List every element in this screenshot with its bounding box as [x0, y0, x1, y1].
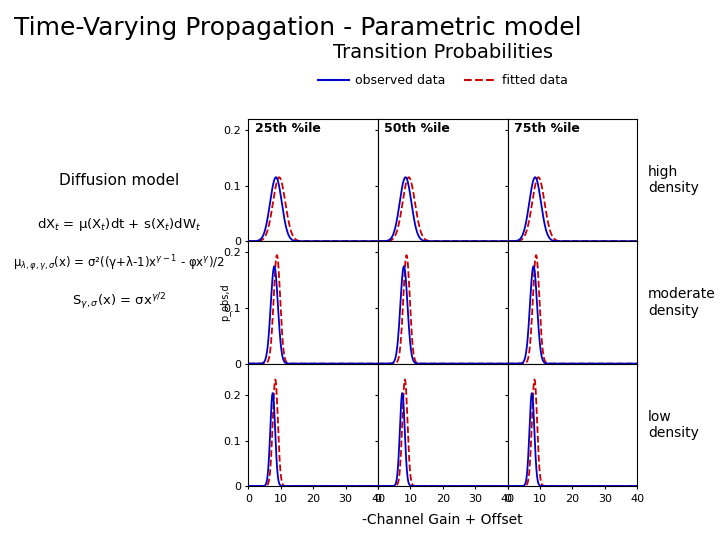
Text: -Channel Gain + Offset: -Channel Gain + Offset [362, 512, 523, 526]
Text: Time-Varying Propagation - Parametric model: Time-Varying Propagation - Parametric mo… [14, 16, 582, 40]
Text: low
density: low density [648, 410, 699, 440]
Legend: observed data, fitted data: observed data, fitted data [312, 70, 573, 92]
Text: high
density: high density [648, 165, 699, 195]
Text: moderate
density: moderate density [648, 287, 716, 318]
Text: p_obs,d: p_obs,d [220, 284, 230, 321]
Text: Diffusion model: Diffusion model [58, 173, 179, 188]
Text: Transition Probabilities: Transition Probabilities [333, 43, 553, 62]
Text: 50th %ile: 50th %ile [384, 123, 450, 136]
Text: S$_{\gamma,\sigma}$(x) = σx$^{\gamma/2}$: S$_{\gamma,\sigma}$(x) = σx$^{\gamma/2}$ [72, 292, 166, 312]
Text: dX$_t$ = μ(X$_t$)dt + s(X$_t$)dW$_t$: dX$_t$ = μ(X$_t$)dt + s(X$_t$)dW$_t$ [37, 216, 201, 233]
Text: 25th %ile: 25th %ile [255, 123, 320, 136]
Text: μ$_{\lambda,\varphi,\gamma,\sigma}$(x) = σ²((γ+λ-1)x$^{\gamma-1}$ - φx$^\gamma$): μ$_{\lambda,\varphi,\gamma,\sigma}$(x) =… [13, 254, 225, 274]
Text: 75th %ile: 75th %ile [514, 123, 580, 136]
